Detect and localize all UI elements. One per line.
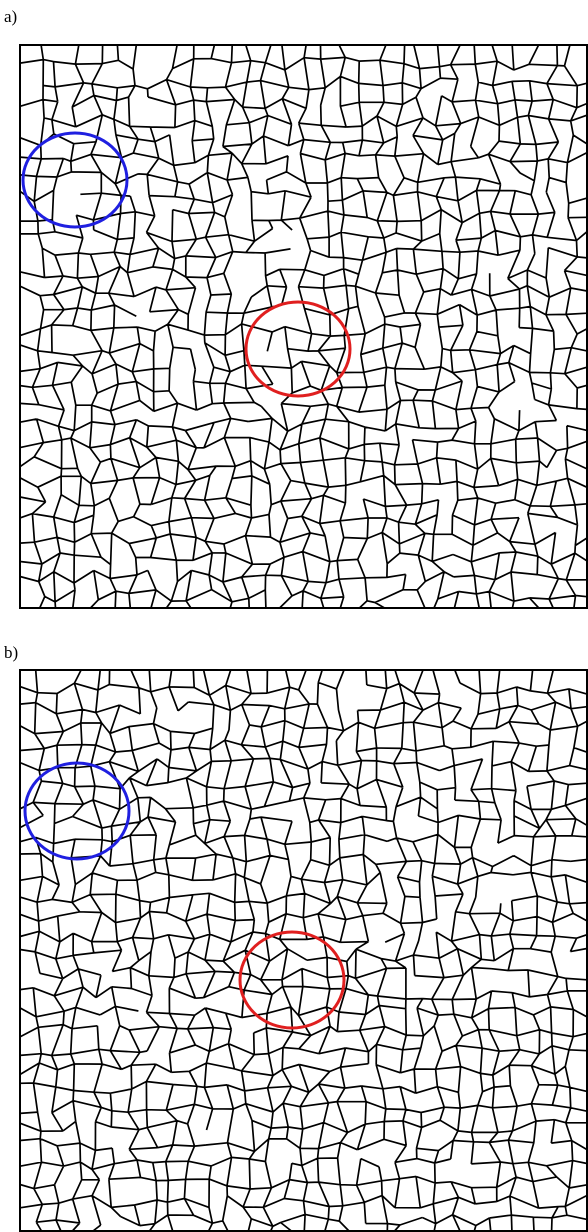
panel-b	[20, 670, 587, 1231]
panel-a	[20, 45, 587, 608]
grain-boundaries	[20, 45, 587, 608]
grain-boundaries	[20, 670, 587, 1231]
page: a) b) (() => { const data = JSON.parse(d…	[0, 0, 588, 1232]
panel-frame	[20, 670, 587, 1231]
panel-label: a)	[4, 7, 17, 26]
panel-frame	[20, 45, 587, 608]
figure: a) b)	[0, 0, 588, 1232]
panel-label: b)	[4, 643, 18, 662]
